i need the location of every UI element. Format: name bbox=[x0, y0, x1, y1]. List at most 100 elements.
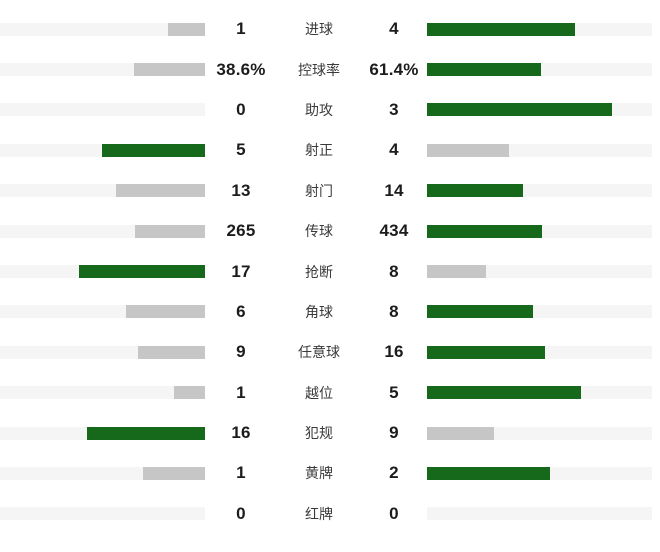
home-bar-track bbox=[0, 184, 205, 198]
stat-label: 传球 bbox=[305, 223, 333, 240]
away-bar-track bbox=[427, 466, 652, 480]
away-value: 8 bbox=[389, 261, 399, 281]
home-value: 38.6% bbox=[216, 59, 266, 79]
away-bar-track bbox=[427, 103, 652, 117]
away-bar-track bbox=[427, 426, 652, 440]
stats-list: 1 进球 4 38.6% 控球率 61.4% 0 助攻 3 5 射正 bbox=[0, 9, 660, 534]
away-bar-track bbox=[427, 345, 652, 359]
stat-row: 1 黄牌 2 bbox=[0, 453, 660, 493]
away-value: 8 bbox=[389, 301, 399, 321]
away-bar-track bbox=[427, 63, 652, 77]
away-value: 434 bbox=[379, 221, 409, 241]
home-bar-track bbox=[0, 143, 205, 157]
away-bar-track bbox=[427, 22, 652, 36]
home-value: 13 bbox=[231, 180, 251, 200]
home-bar-track bbox=[0, 507, 205, 521]
stat-label: 射正 bbox=[305, 142, 333, 159]
away-bar-track bbox=[427, 224, 652, 238]
away-value: 0 bbox=[389, 503, 399, 523]
away-bar-track bbox=[427, 265, 652, 279]
stat-row: 9 任意球 16 bbox=[0, 332, 660, 372]
home-value: 0 bbox=[236, 99, 246, 119]
away-bar-track bbox=[427, 386, 652, 400]
away-bar bbox=[427, 466, 550, 480]
away-bar bbox=[427, 22, 575, 36]
stat-label: 越位 bbox=[305, 384, 333, 401]
away-bar-track bbox=[427, 305, 652, 319]
home-bar bbox=[134, 63, 205, 77]
away-bar bbox=[427, 345, 545, 359]
home-bar bbox=[79, 265, 205, 279]
stat-row: 38.6% 控球率 61.4% bbox=[0, 49, 660, 89]
home-bar bbox=[116, 184, 205, 198]
away-value: 2 bbox=[389, 463, 399, 483]
home-bar bbox=[102, 143, 205, 157]
stat-row: 0 红牌 0 bbox=[0, 494, 660, 534]
away-bar-track bbox=[427, 507, 652, 521]
stat-row: 1 越位 5 bbox=[0, 373, 660, 413]
home-value: 265 bbox=[226, 221, 256, 241]
home-bar-track bbox=[0, 22, 205, 36]
away-value: 5 bbox=[389, 382, 399, 402]
away-bar bbox=[427, 305, 533, 319]
stat-label: 任意球 bbox=[298, 344, 340, 361]
stat-row: 1 进球 4 bbox=[0, 9, 660, 49]
home-bar bbox=[168, 22, 205, 36]
home-value: 1 bbox=[236, 463, 246, 483]
away-bar bbox=[427, 224, 542, 238]
away-value: 3 bbox=[389, 99, 399, 119]
home-value: 17 bbox=[231, 261, 251, 281]
home-value: 0 bbox=[236, 503, 246, 523]
home-bar-track bbox=[0, 224, 205, 238]
home-bar bbox=[135, 224, 205, 238]
home-value: 9 bbox=[236, 342, 246, 362]
home-value: 16 bbox=[231, 423, 251, 443]
stat-label: 黄牌 bbox=[305, 465, 333, 482]
home-bar bbox=[143, 466, 205, 480]
away-bar bbox=[427, 63, 541, 77]
home-bar-track bbox=[0, 305, 205, 319]
home-bar-track bbox=[0, 265, 205, 279]
stat-row: 16 犯规 9 bbox=[0, 413, 660, 453]
stat-label: 抢断 bbox=[305, 263, 333, 280]
stat-label: 助攻 bbox=[305, 101, 333, 118]
away-value: 16 bbox=[384, 342, 404, 362]
stat-label: 射门 bbox=[305, 182, 333, 199]
away-value: 4 bbox=[389, 140, 399, 160]
away-bar bbox=[427, 426, 494, 440]
stat-label: 红牌 bbox=[305, 505, 333, 522]
home-value: 6 bbox=[236, 301, 246, 321]
away-value: 61.4% bbox=[369, 59, 419, 79]
stat-row: 6 角球 8 bbox=[0, 292, 660, 332]
stat-label: 角球 bbox=[305, 303, 333, 320]
stat-label: 控球率 bbox=[298, 61, 340, 78]
away-bar bbox=[427, 143, 509, 157]
home-value: 1 bbox=[236, 19, 246, 39]
stat-label: 进球 bbox=[305, 21, 333, 38]
home-value: 5 bbox=[236, 140, 246, 160]
home-bar-track bbox=[0, 386, 205, 400]
home-bar-track bbox=[0, 466, 205, 480]
stat-row: 17 抢断 8 bbox=[0, 251, 660, 291]
away-value: 9 bbox=[389, 423, 399, 443]
home-bar-track bbox=[0, 345, 205, 359]
away-bar bbox=[427, 184, 523, 198]
stat-row: 5 射正 4 bbox=[0, 130, 660, 170]
home-bar bbox=[126, 305, 205, 319]
home-value: 1 bbox=[236, 382, 246, 402]
away-bar-track bbox=[427, 184, 652, 198]
home-bar-track bbox=[0, 426, 205, 440]
home-bar-track bbox=[0, 63, 205, 77]
stat-row: 265 传球 434 bbox=[0, 211, 660, 251]
away-bar bbox=[427, 386, 581, 400]
away-bar-track bbox=[427, 143, 652, 157]
away-value: 4 bbox=[389, 19, 399, 39]
stat-row: 0 助攻 3 bbox=[0, 90, 660, 130]
stat-label: 犯规 bbox=[305, 425, 333, 442]
away-value: 14 bbox=[384, 180, 404, 200]
away-bar bbox=[427, 265, 486, 279]
away-bar bbox=[427, 103, 612, 117]
stat-row: 13 射门 14 bbox=[0, 171, 660, 211]
home-bar bbox=[138, 345, 205, 359]
